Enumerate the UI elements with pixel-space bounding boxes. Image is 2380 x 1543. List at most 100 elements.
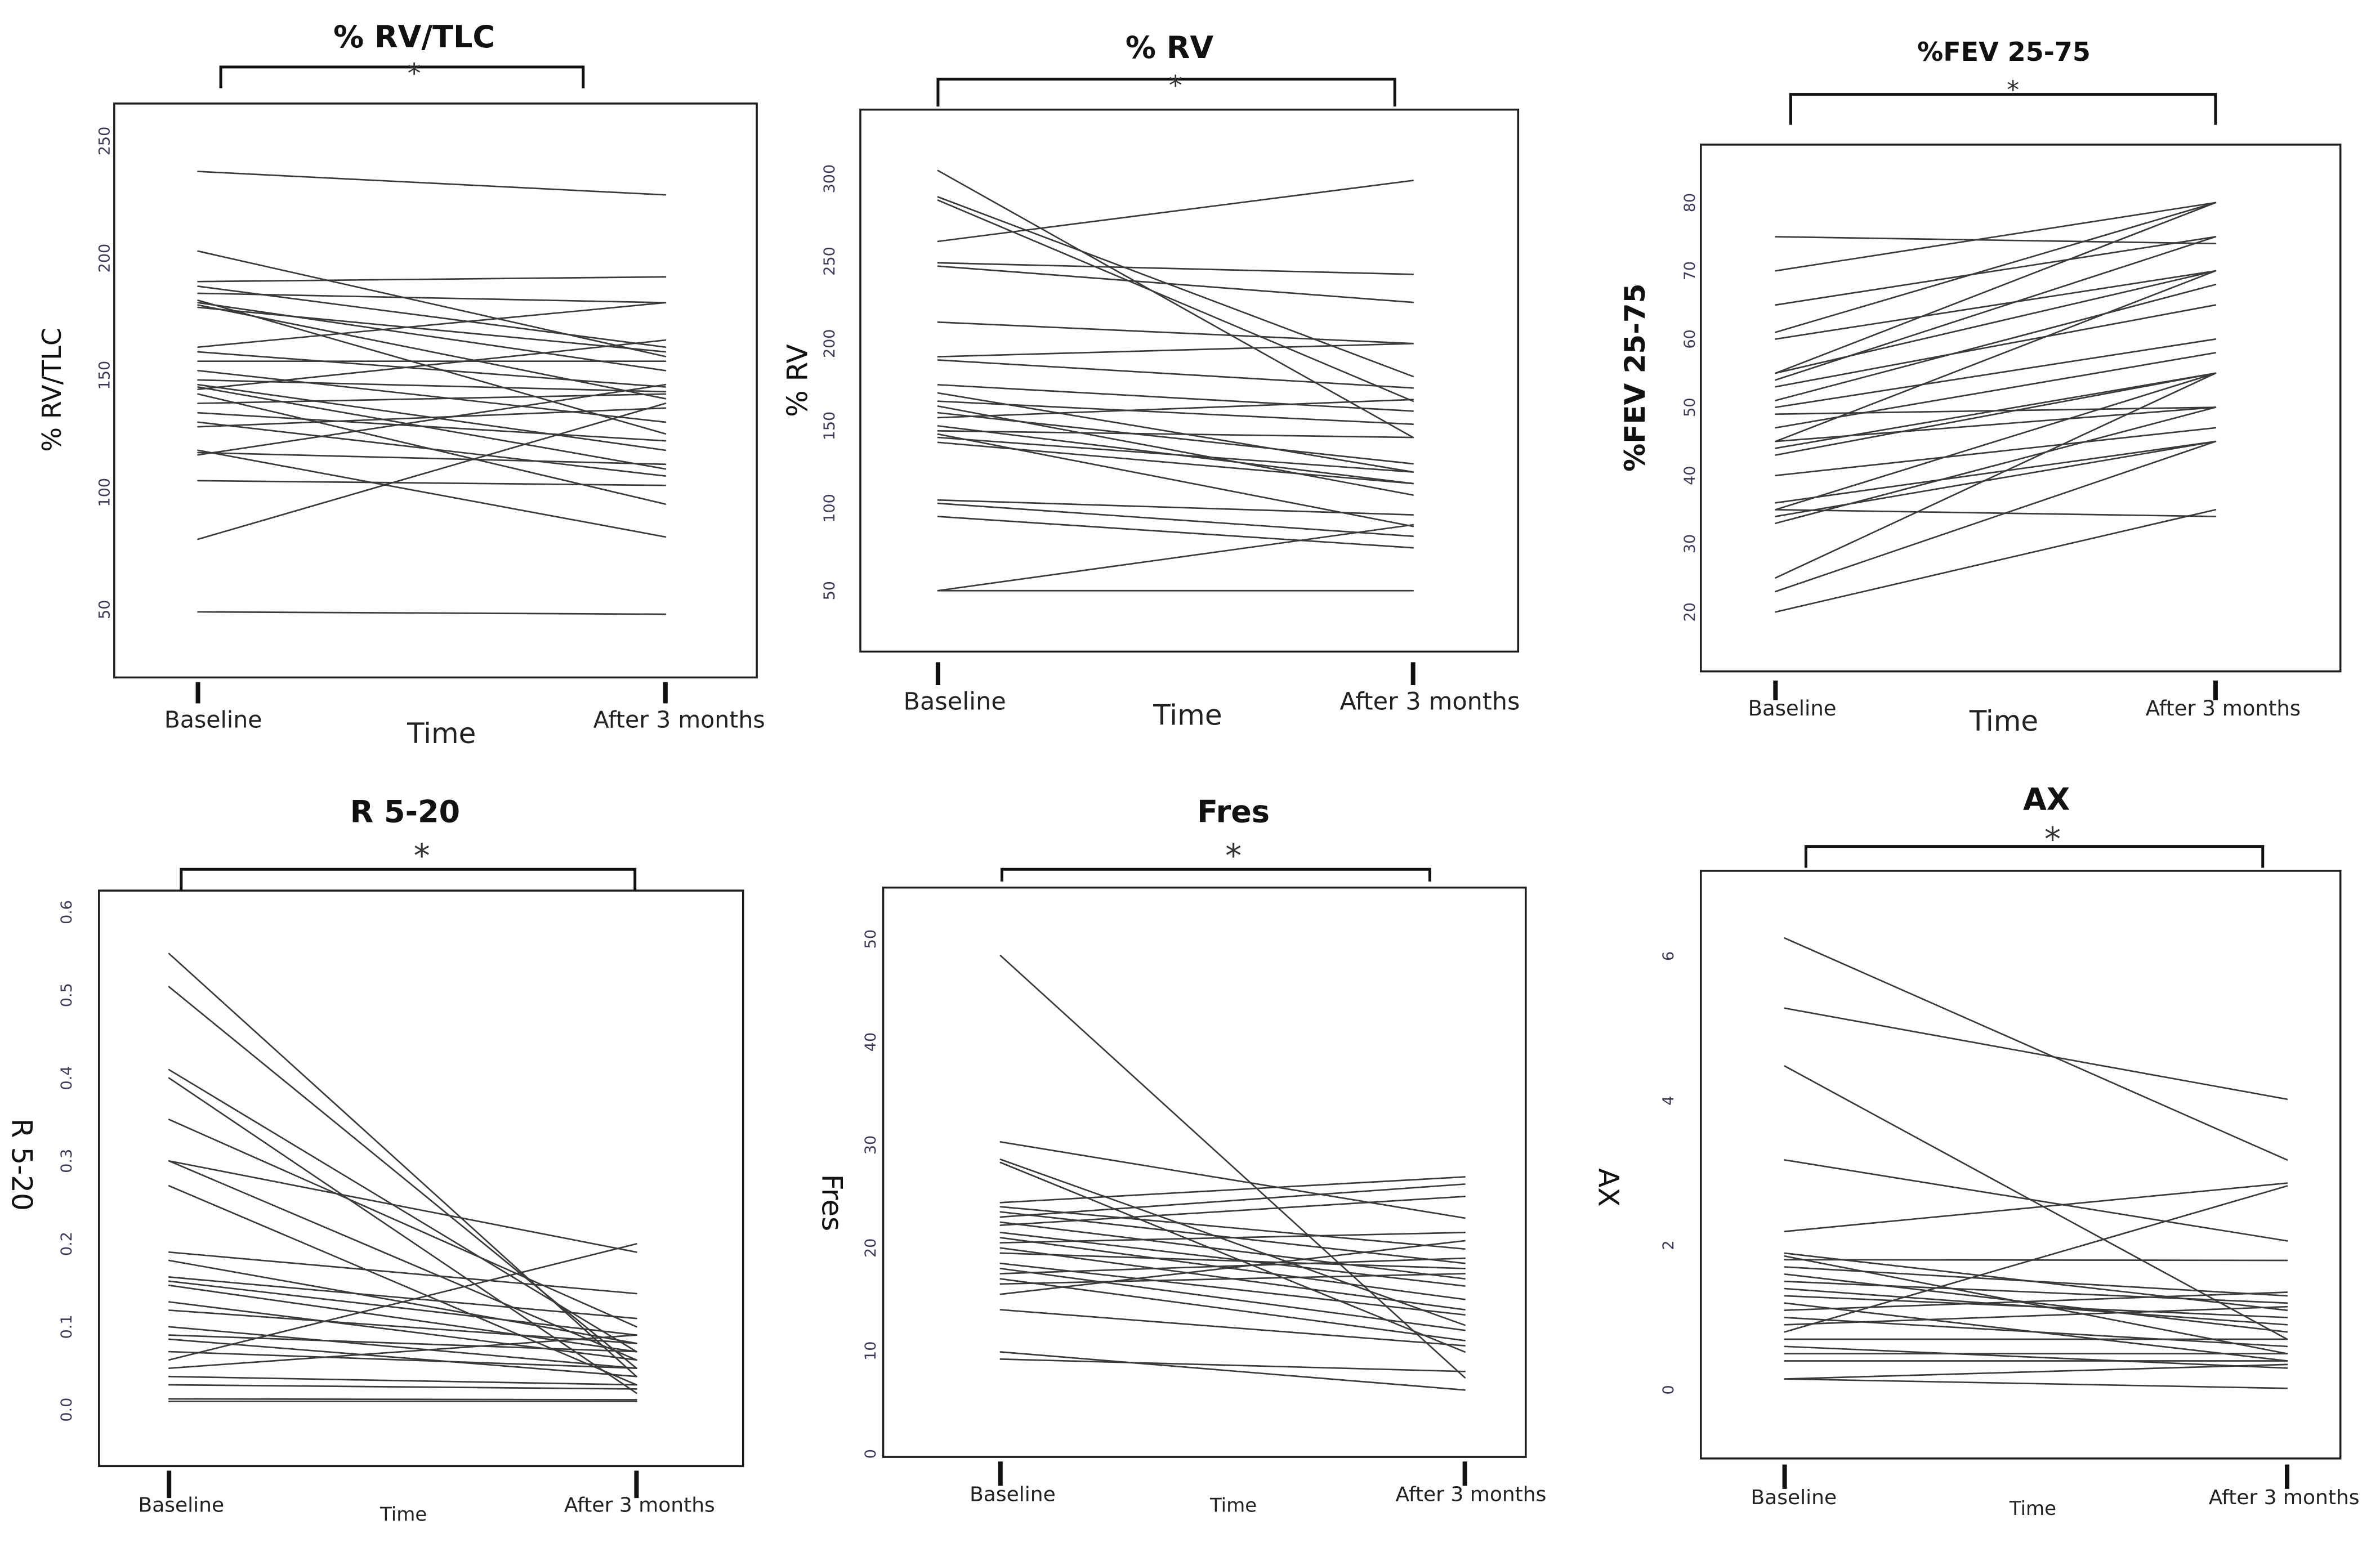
subject-line bbox=[168, 1251, 637, 1295]
y-tick-label: 250 bbox=[821, 247, 838, 276]
x-axis-label: Time bbox=[407, 717, 476, 750]
y-tick-label: 0.2 bbox=[58, 1232, 75, 1256]
subject-line bbox=[937, 199, 1414, 402]
x-axis-label: Time bbox=[1969, 705, 2038, 737]
subject-line bbox=[197, 451, 667, 466]
subject-line bbox=[937, 359, 1414, 389]
subject-line bbox=[937, 430, 1414, 439]
subject-line bbox=[168, 1280, 637, 1336]
subject-line bbox=[1784, 1007, 2288, 1101]
subject-line bbox=[168, 1068, 637, 1353]
plot-frame bbox=[859, 108, 1520, 653]
significance-bracket bbox=[1001, 867, 1431, 882]
subject-line bbox=[937, 400, 1414, 426]
subject-line bbox=[937, 265, 1414, 303]
subject-line bbox=[999, 955, 1466, 1379]
chart-panel: 0.0 0.1 0.2 0.3 0.4 0.5 0.6 Baseline After 3 mon… bbox=[6, 794, 744, 1526]
subject-line bbox=[197, 386, 667, 470]
panel-title: % RV/TLC bbox=[333, 19, 495, 55]
subject-line bbox=[1784, 1185, 2288, 1333]
subject-line bbox=[937, 342, 1414, 358]
subject-line bbox=[168, 1160, 637, 1253]
subject-line bbox=[1774, 372, 2217, 456]
subject-line bbox=[999, 1232, 1466, 1244]
subject-line bbox=[197, 304, 667, 400]
x-category-label: After 3 months bbox=[1396, 1483, 1547, 1506]
y-tick-label: 20 bbox=[1681, 602, 1699, 621]
chart-panel: 0 10 20 30 40 50 Baseline After 3 months Time Fre… bbox=[815, 794, 1546, 1517]
subject-line bbox=[1774, 236, 2217, 381]
subject-line bbox=[1774, 270, 2217, 340]
subject-line bbox=[168, 1276, 637, 1320]
plot-frame bbox=[113, 102, 758, 679]
subject-line bbox=[1774, 304, 2217, 388]
subject-line bbox=[168, 1384, 637, 1390]
subject-line bbox=[937, 502, 1414, 537]
subject-line bbox=[168, 1334, 637, 1353]
subject-line bbox=[1784, 1266, 2288, 1297]
subject-line bbox=[1784, 1065, 2288, 1340]
subject-line bbox=[168, 1077, 637, 1394]
subject-line bbox=[1774, 236, 2217, 306]
significance-asterisk: * bbox=[1225, 837, 1242, 875]
significance-asterisk: * bbox=[2044, 820, 2061, 858]
subject-line bbox=[937, 392, 1414, 473]
y-tick-label: 6 bbox=[1660, 951, 1677, 961]
subject-line bbox=[999, 1176, 1466, 1204]
y-tick-label: 50 bbox=[1681, 397, 1699, 417]
significance-asterisk: * bbox=[1169, 70, 1182, 101]
y-axis-label: Fres bbox=[815, 1174, 848, 1231]
subject-line bbox=[1774, 406, 2217, 524]
plot-frame bbox=[1700, 144, 2342, 673]
subject-line bbox=[1774, 440, 2217, 593]
y-tick-label: 0.3 bbox=[58, 1149, 75, 1173]
y-tick-label: 30 bbox=[1681, 534, 1699, 553]
subject-line bbox=[999, 1183, 1466, 1218]
subject-line bbox=[1774, 202, 2217, 374]
subject-line bbox=[1774, 440, 2217, 504]
y-tick-label: 20 bbox=[862, 1238, 879, 1258]
subject-line bbox=[999, 1262, 1466, 1316]
significance-asterisk: * bbox=[408, 58, 421, 90]
subject-line bbox=[197, 383, 667, 456]
y-tick-label: 40 bbox=[862, 1032, 879, 1052]
significance-asterisk: * bbox=[2007, 75, 2019, 104]
subject-line bbox=[937, 262, 1414, 275]
subject-line bbox=[999, 1257, 1466, 1274]
subject-line bbox=[937, 516, 1414, 549]
subject-line bbox=[1784, 1159, 2288, 1242]
y-tick-label: 0 bbox=[862, 1449, 879, 1459]
subject-line bbox=[999, 1196, 1466, 1226]
subject-line bbox=[197, 302, 667, 372]
subject-line bbox=[1774, 236, 2217, 245]
y-tick-label: 4 bbox=[1660, 1096, 1677, 1106]
y-tick-label: 40 bbox=[1681, 466, 1699, 485]
x-axis-label: Time bbox=[2009, 1497, 2056, 1520]
subject-line bbox=[937, 524, 1414, 592]
y-tick-label: 250 bbox=[96, 127, 114, 156]
subject-line bbox=[999, 1240, 1466, 1295]
subject-line bbox=[937, 399, 1414, 419]
subject-line bbox=[168, 1350, 637, 1369]
subject-line bbox=[1774, 427, 2217, 477]
y-tick-label: 150 bbox=[821, 412, 838, 441]
x-category-label: After 3 months bbox=[593, 706, 765, 734]
x-category-label: After 3 months bbox=[564, 1493, 715, 1517]
subject-line bbox=[1774, 372, 2217, 579]
subject-line bbox=[168, 1119, 637, 1328]
subject-line bbox=[168, 1334, 637, 1369]
subject-line bbox=[999, 1273, 1466, 1285]
significance-asterisk: * bbox=[414, 837, 430, 875]
subject-line bbox=[937, 441, 1414, 485]
y-tick-label: 50 bbox=[96, 600, 114, 619]
chart-panel: 20 30 40 50 60 70 80 Baseline After 3 months Time… bbox=[1619, 37, 2342, 737]
subject-line bbox=[197, 412, 667, 442]
panel-title: R 5-20 bbox=[350, 794, 461, 829]
subject-line bbox=[168, 1185, 637, 1386]
panel-title: AX bbox=[2023, 782, 2070, 817]
subject-line bbox=[197, 276, 667, 283]
x-category-label: Baseline bbox=[139, 1493, 225, 1517]
subject-line bbox=[197, 302, 667, 348]
chart-panel: 50 100 150 200 250 Baseline After 3 months Time… bbox=[37, 19, 765, 750]
